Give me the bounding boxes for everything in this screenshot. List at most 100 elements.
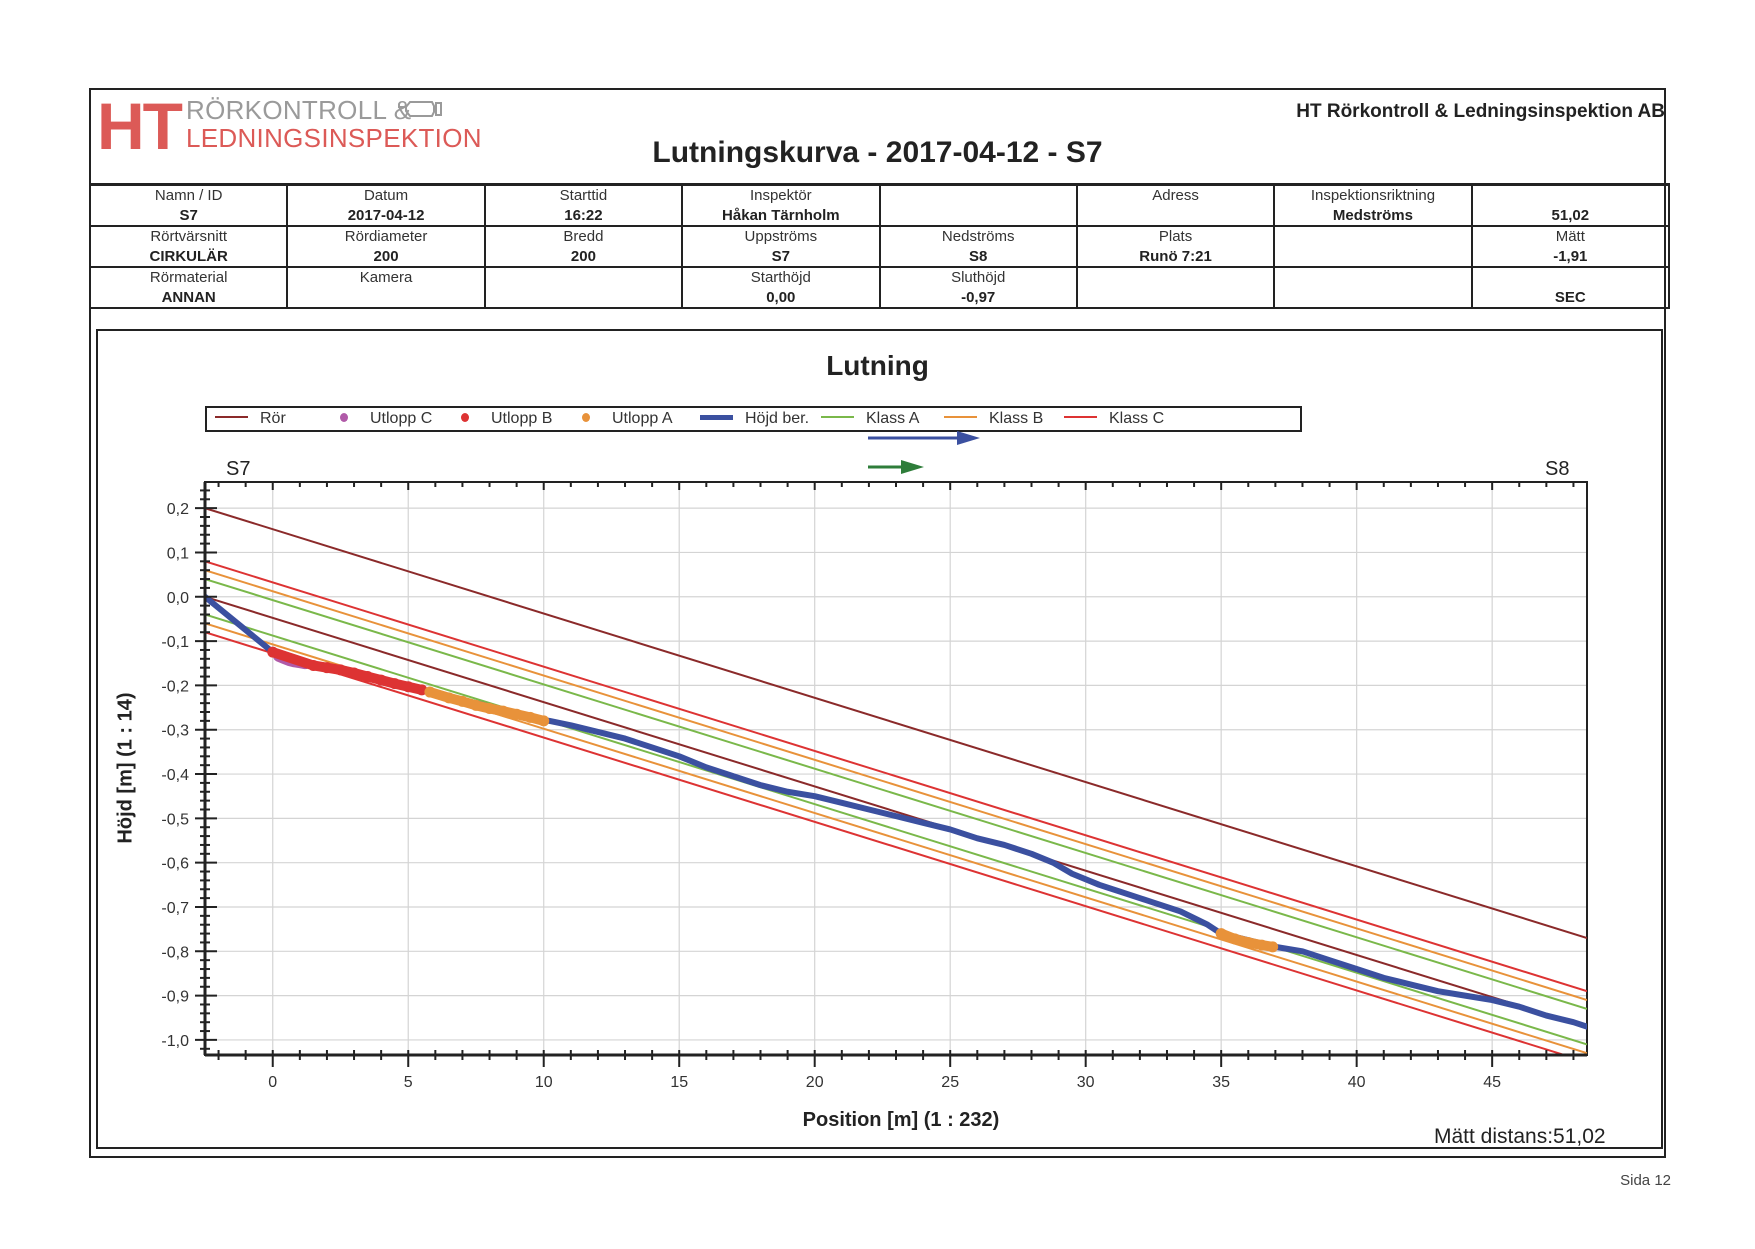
info-cell-value: Runö 7:21 (1139, 248, 1212, 265)
info-cell-value: S7 (179, 207, 198, 224)
legend-swatch (944, 416, 977, 419)
x-tick-label: 45 (1483, 1074, 1501, 1091)
info-cell: Bredd 200 (483, 225, 684, 268)
info-cell-label: Starttid (559, 187, 608, 204)
info-cell-value: SEC (1554, 289, 1586, 306)
info-cell: Mätt -1,91 (1470, 225, 1671, 268)
info-cell: Rörtvärsnitt CIRKULÄR (88, 225, 289, 268)
info-cell: Rörmaterial ANNAN (88, 266, 289, 309)
legend-label: Utlopp A (612, 410, 673, 427)
info-cell-value: 200 (373, 248, 399, 265)
info-cell (1273, 225, 1473, 268)
info-cell: Inspektör Håkan Tärnholm (681, 184, 881, 227)
info-cell-label: Datum (363, 187, 409, 204)
info-cell-label: Adress (1152, 187, 1199, 204)
info-cell: Rördiameter 200 (286, 225, 486, 268)
legend-swatch (215, 416, 248, 419)
reference-line-klass-b (205, 569, 1587, 1002)
info-cell: Starthöjd 0,00 (681, 266, 881, 309)
info-cell: Datum 2017-04-12 (286, 184, 486, 227)
x-tick-label: 0 (268, 1074, 277, 1091)
end-node-label: S8 (1545, 458, 1570, 480)
y-tick-label: -0,5 (161, 811, 189, 828)
company-logo-line1: RÖRKONTROLL & (186, 95, 412, 125)
legend-item: Utlopp B (461, 410, 552, 428)
legend-swatch (1064, 416, 1097, 419)
info-cell-value: S7 (771, 248, 790, 265)
legend-label: Klass C (1109, 410, 1165, 427)
info-cell-value: S8 (969, 248, 988, 265)
chart-legend: Rör Utlopp C Utlopp B Utlopp A Höjd ber. Klas… (205, 406, 1302, 432)
chart-frame (96, 329, 1663, 1149)
measured-distance: Mätt distans:51,02 (1434, 1125, 1606, 1148)
document-title: Lutningskurva - 2017-04-12 - S7 (652, 136, 1103, 169)
company-logo-line2: LEDNINGSINSPEKTION (186, 123, 482, 153)
info-cell-label: Nedströms (941, 228, 1015, 245)
legend-swatch (461, 412, 469, 422)
x-tick-label: 10 (535, 1074, 553, 1091)
y-tick-label: -0,6 (161, 856, 189, 873)
info-cell (1075, 266, 1276, 309)
info-cell-label: Uppströms (744, 228, 818, 245)
x-tick-label: 35 (1212, 1074, 1230, 1091)
info-cell-label: Rörtvärsnitt (150, 228, 228, 245)
chart-title: Lutning (826, 350, 929, 381)
info-cell-value: 51,02 (1551, 207, 1590, 224)
legend-swatch (821, 416, 854, 419)
legend-label: Klass B (989, 410, 1044, 427)
legend-label: Utlopp C (370, 410, 433, 427)
y-tick-label: 0,0 (167, 590, 189, 607)
y-tick-label: -0,4 (161, 767, 189, 784)
x-tick-label: 5 (404, 1074, 413, 1091)
reference-line-klass-c (205, 560, 1587, 993)
info-cell-label: Kamera (359, 269, 413, 286)
y-tick-label: 0,1 (167, 545, 189, 562)
info-cell-value: 0,00 (766, 289, 796, 306)
info-cell: Kamera (286, 266, 486, 309)
company-logo-mark: HT (97, 89, 183, 163)
start-node-label: S7 (226, 458, 251, 480)
info-cell-label: Rörmaterial (149, 269, 228, 286)
plot-border (204, 481, 1588, 1056)
x-tick-label: 40 (1348, 1074, 1366, 1091)
info-cell: Adress (1075, 184, 1276, 227)
legend-item: Klass C (1064, 410, 1164, 428)
legend-swatch (582, 412, 590, 422)
page-number: Sida 12 (1620, 1172, 1671, 1189)
info-row: Rörmaterial ANNAN Kamera Starthöjd 0,00 Sluth… (88, 266, 1671, 309)
legend-label: Rör (260, 410, 286, 427)
info-cell: Plats Runö 7:21 (1075, 225, 1276, 268)
info-cell (878, 184, 1078, 227)
x-axis-label: Position [m] (1 : 232) (802, 1109, 1000, 1131)
legend-label: Klass A (866, 410, 920, 427)
x-tick-label: 15 (670, 1074, 688, 1091)
info-cell-value: 16:22 (564, 207, 603, 224)
legend-item: Klass B (944, 410, 1043, 428)
info-cell-value: 2017-04-12 (347, 207, 425, 224)
info-row: Rörtvärsnitt CIRKULÄR Rördiameter 200 Bredd 2… (88, 225, 1671, 268)
info-cell: SEC (1470, 266, 1671, 309)
legend-swatch (340, 412, 348, 422)
legend-swatch (700, 414, 733, 420)
legend-item: Klass A (821, 410, 919, 428)
y-tick-label: -0,1 (161, 634, 189, 651)
y-tick-label: -1,0 (161, 1033, 189, 1050)
info-cell-label: Starthöjd (750, 269, 811, 286)
camera-pipe-icon (398, 101, 442, 117)
y-tick-label: -0,7 (161, 900, 189, 917)
flow-direction-arrow-icon (957, 431, 980, 445)
inspection-direction-arrow-icon (901, 460, 924, 474)
info-cell: Sluthöjd -0,97 (878, 266, 1078, 309)
report-frame (89, 88, 1666, 1158)
info-cell-label: Bredd (563, 228, 604, 245)
y-tick-label: -0,8 (161, 944, 189, 961)
info-cell-value: Medströms (1332, 207, 1413, 224)
info-cell: 51,02 (1470, 184, 1671, 227)
reference-line-klass-a (205, 613, 1587, 1046)
info-cell (483, 266, 684, 309)
legend-item: Höjd ber. (700, 410, 809, 428)
info-cell (1273, 266, 1473, 309)
company-name: HT Rörkontroll & Ledningsinspektion AB (1296, 101, 1665, 122)
x-tick-label: 30 (1077, 1074, 1095, 1091)
